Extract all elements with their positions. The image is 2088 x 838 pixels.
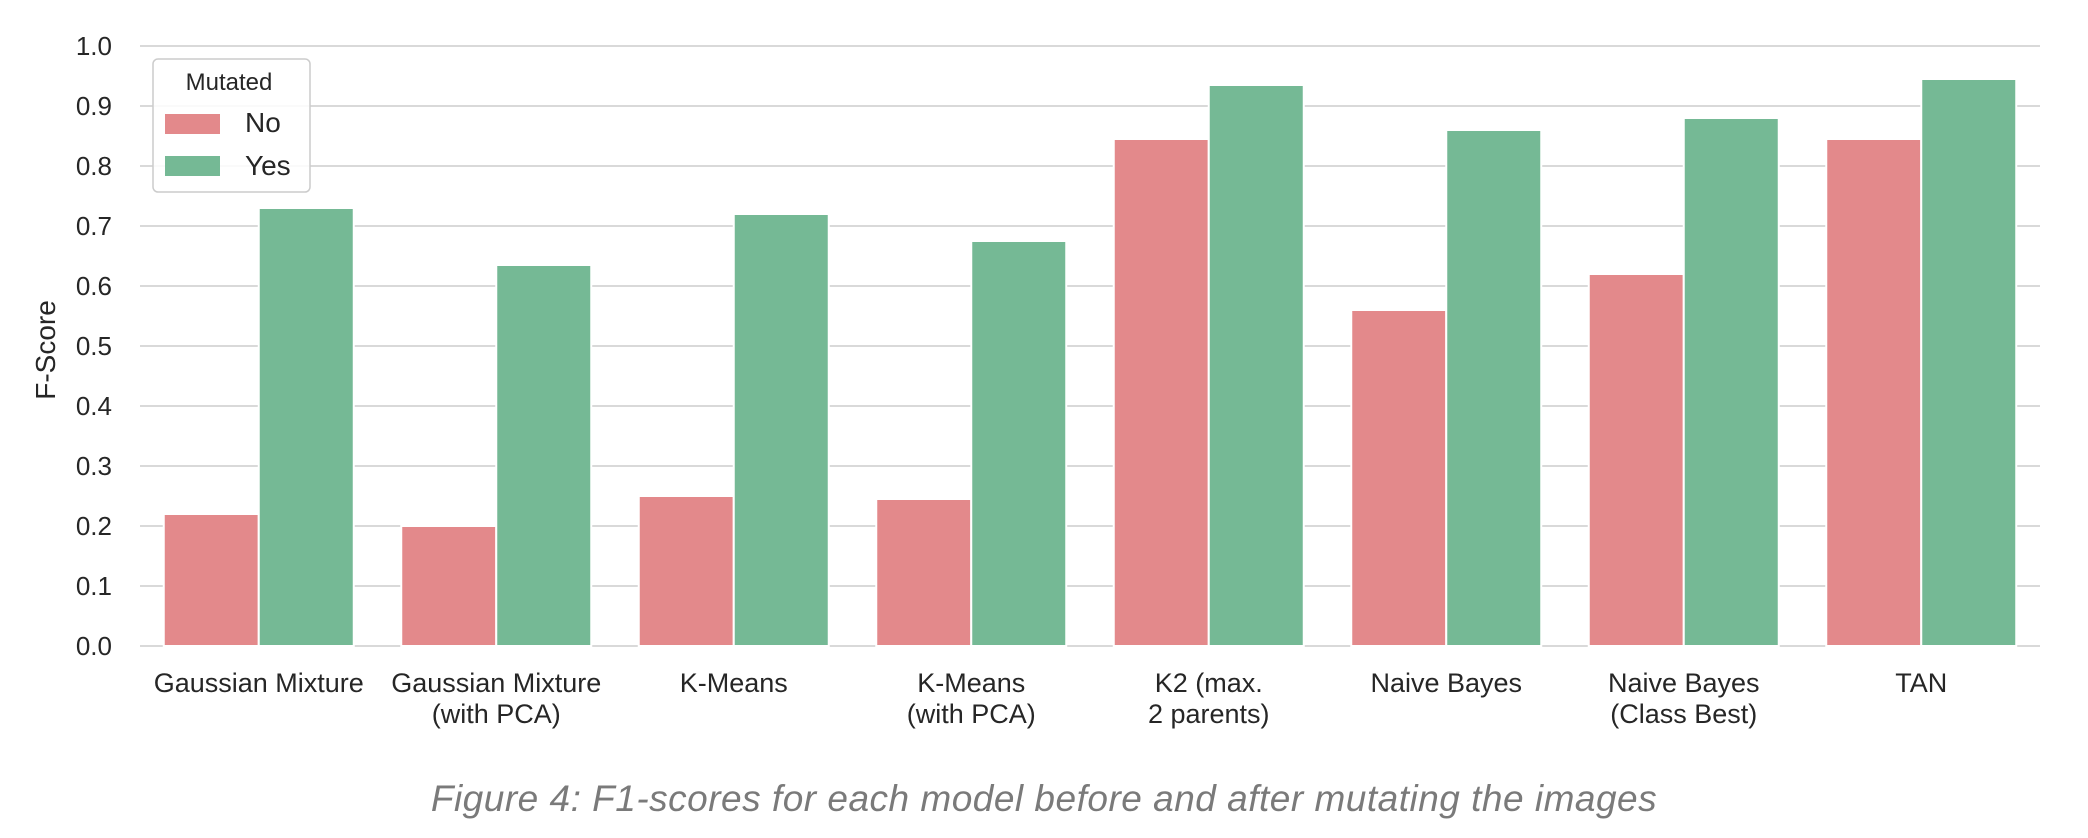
x-tick-label: K-Means (with PCA) [907, 668, 1036, 729]
legend-swatch-yes [165, 156, 220, 176]
x-tick-label: Naive Bayes (Class Best) [1608, 668, 1760, 729]
y-tick-label: 0.6 [76, 271, 112, 301]
legend: Mutated No Yes [152, 58, 311, 193]
figure-caption: Figure 4: F1-scores for each model befor… [430, 778, 1658, 819]
bar-no-4 [1112, 138, 1210, 647]
y-tick-label: 0.2 [76, 511, 112, 541]
x-tick-label: K-Means [680, 668, 788, 698]
bar-no-7 [1825, 138, 1923, 647]
x-axis-ticks: Gaussian Mixture Gaussian Mixture (with PC… [154, 668, 1948, 729]
y-axis-label: F-Score [30, 300, 61, 400]
legend-label-yes: Yes [245, 150, 291, 181]
bar-no-0 [162, 513, 260, 647]
y-tick-label: 0.9 [76, 91, 112, 121]
x-tick-label: Gaussian Mixture (with PCA) [391, 668, 601, 729]
bar-no-1 [400, 525, 498, 647]
legend-label-no: No [245, 107, 281, 138]
y-tick-label: 0.0 [76, 631, 112, 661]
legend-title: Mutated [186, 69, 273, 96]
x-tick-label: K2 (max. 2 parents) [1148, 668, 1270, 729]
bar-yes-1 [495, 264, 593, 647]
y-axis-ticks: 0.0 0.1 0.2 0.3 0.4 0.5 0.6 0.7 0.8 0.9 1.0 [76, 31, 112, 661]
y-tick-label: 0.5 [76, 331, 112, 361]
bar-no-5 [1350, 309, 1448, 647]
y-tick-label: 0.3 [76, 451, 112, 481]
y-tick-label: 1.0 [76, 31, 112, 61]
legend-swatch-no [165, 114, 220, 134]
bar-yes-2 [732, 213, 830, 647]
bar-yes-7 [1920, 78, 2018, 647]
x-tick-label: Naive Bayes [1370, 668, 1522, 698]
bar-chart: 0.0 0.1 0.2 0.3 0.4 0.5 0.6 0.7 0.8 0.9 1.0 Gaussi… [30, 31, 2040, 729]
y-tick-label: 0.8 [76, 151, 112, 181]
bars [162, 78, 2018, 647]
x-tick-label: TAN [1895, 668, 1947, 698]
bar-no-2 [637, 495, 735, 647]
bar-no-3 [875, 498, 973, 647]
bar-yes-3 [970, 240, 1068, 647]
bar-yes-6 [1682, 117, 1780, 647]
y-tick-label: 0.4 [76, 391, 112, 421]
bar-yes-0 [257, 207, 355, 647]
bar-no-6 [1587, 273, 1685, 647]
y-tick-label: 0.7 [76, 211, 112, 241]
bar-yes-4 [1207, 84, 1305, 647]
bar-yes-5 [1445, 129, 1543, 647]
y-tick-label: 0.1 [76, 571, 112, 601]
x-tick-label: Gaussian Mixture [154, 668, 364, 698]
